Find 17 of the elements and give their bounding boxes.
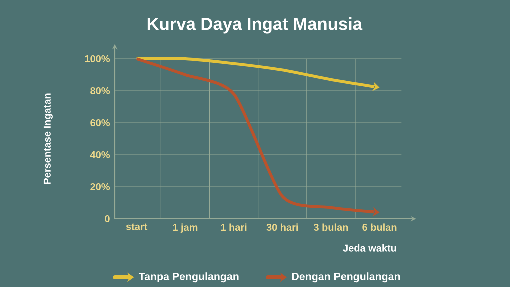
y-tick-label: 100%	[85, 56, 110, 63]
x-axis-title: Jeda waktu	[343, 244, 396, 252]
x-tick-label: 3 bulan	[314, 224, 348, 232]
y-tick-label: 20%	[90, 184, 110, 191]
legend-label: Tanpa Pengulangan	[138, 272, 239, 283]
x-tick-label: 30 hari	[266, 224, 298, 232]
y-tick-label: 60%	[90, 120, 110, 127]
x-tick-label: 1 jam	[173, 224, 198, 234]
x-tick-label: 1 hari	[221, 224, 247, 232]
y-tick-label: 40%	[90, 152, 110, 159]
x-tick-label: 6 bulan	[362, 224, 397, 232]
y-tick-label: 0	[105, 216, 110, 223]
y-tick-label: 80%	[90, 88, 110, 95]
y-axis-title: Persentase Ingatan	[44, 94, 53, 184]
x-tick-label: start	[126, 224, 148, 231]
chart-title: Kurva Daya Ingat Manusia	[148, 18, 363, 34]
legend-label: Dengan Pengulangan	[292, 272, 400, 283]
